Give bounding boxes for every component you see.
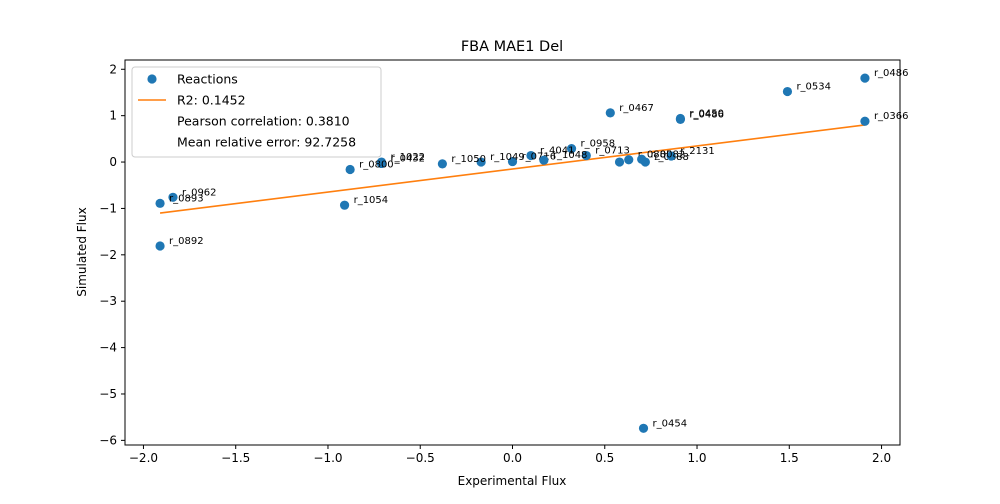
- point-label: r_0962: [182, 187, 217, 198]
- data-point: [526, 150, 536, 161]
- point-label: r_4041: [540, 146, 575, 157]
- point-label: r_0486: [874, 68, 909, 79]
- data-point: [860, 116, 870, 126]
- point-label: r_0534: [796, 82, 831, 93]
- data-point: [566, 143, 577, 154]
- legend: Reactions R2: 0.1452 Pearson correlation: …: [131, 66, 382, 158]
- x-tick-label: 1.5: [780, 451, 799, 465]
- x-tick-label: 1.0: [687, 451, 706, 465]
- y-tick-label: 0: [109, 155, 117, 169]
- data-point: [666, 151, 676, 161]
- data-point: [345, 164, 355, 175]
- point-label: r_0893: [169, 193, 204, 204]
- x-tick-label: 0.5: [595, 451, 614, 465]
- y-tick-label: −2: [99, 248, 117, 262]
- data-point: [437, 159, 447, 169]
- data-point: [168, 192, 178, 202]
- plot-area: r_0486r_0534r_0366r_0450r_0486r_0467r_09…: [155, 68, 909, 433]
- data-point: [638, 423, 649, 433]
- data-point: [155, 198, 165, 208]
- point-label: r_1049: [490, 152, 525, 163]
- legend-dot-marker: [147, 74, 157, 84]
- x-tick-label: −1.5: [221, 451, 250, 465]
- y-tick-label: −4: [99, 341, 117, 355]
- data-point: [675, 114, 686, 124]
- data-point: [614, 157, 625, 167]
- data-point: [605, 108, 615, 118]
- data-point: [637, 154, 647, 164]
- point-label: r_0486: [689, 109, 724, 120]
- y-tick-label: −1: [99, 201, 117, 215]
- y-tick-label: 1: [109, 109, 117, 123]
- legend-entry: R2: 0.1452: [177, 93, 246, 108]
- data-point: [376, 158, 387, 169]
- point-label: r_0885: [638, 150, 673, 161]
- point-label: r_1054: [354, 195, 389, 206]
- data-point: [339, 200, 350, 210]
- y-tick-label: −5: [99, 387, 117, 401]
- data-point: [782, 86, 793, 97]
- point-label: r_0432: [390, 153, 425, 164]
- x-tick-label: −1.0: [313, 451, 342, 465]
- x-axis: −2.0 −1.5 −1.0 −0.5 0.0 0.5 1.0 1.5 2.0: [129, 445, 891, 465]
- point-label: r_0366: [874, 111, 909, 122]
- data-point: [581, 150, 591, 161]
- point-label: r_1050: [451, 154, 486, 165]
- legend-box: [131, 66, 382, 158]
- point-label: r_1022: [390, 152, 425, 163]
- legend-entry: Reactions: [177, 72, 238, 87]
- data-point: [539, 155, 549, 165]
- y-tick-label: −6: [99, 433, 117, 447]
- point-label: r_0892: [169, 236, 204, 247]
- chart-title: FBA MAE1 Del: [461, 39, 563, 55]
- point-label: r_0716: [522, 152, 557, 163]
- x-tick-label: 0.0: [503, 451, 522, 465]
- x-axis-label: Experimental Flux: [458, 474, 567, 488]
- y-tick-label: −3: [99, 294, 117, 308]
- point-label: r_0713: [595, 146, 630, 157]
- y-axis-label: Simulated Flux: [75, 207, 89, 296]
- point-label: r_0082: [651, 149, 686, 160]
- x-tick-label: −2.0: [129, 451, 158, 465]
- data-point: [624, 155, 634, 165]
- point-label: r_0450: [689, 108, 724, 119]
- data-point: [507, 156, 518, 167]
- point-label: r_1048: [553, 150, 588, 161]
- point-label: r_0800: [359, 159, 394, 170]
- data-point: [860, 73, 870, 83]
- x-tick-label: −0.5: [406, 451, 435, 465]
- data-point: [155, 241, 165, 251]
- y-axis: 2 1 0 −1 −2 −3 −4 −5 −6: [99, 62, 125, 447]
- fit-line: [159, 124, 866, 214]
- point-label: r_0467: [619, 103, 654, 114]
- data-point: [476, 157, 486, 167]
- point-label: r_2131: [680, 146, 715, 157]
- legend-entry: Mean relative error: 92.7258: [177, 135, 356, 150]
- x-tick-label: 2.0: [872, 451, 891, 465]
- point-label: r_0958: [581, 139, 616, 150]
- legend-entry: Pearson correlation: 0.3810: [177, 114, 350, 129]
- point-label: r_0454: [653, 418, 688, 429]
- y-tick-label: 2: [109, 62, 117, 76]
